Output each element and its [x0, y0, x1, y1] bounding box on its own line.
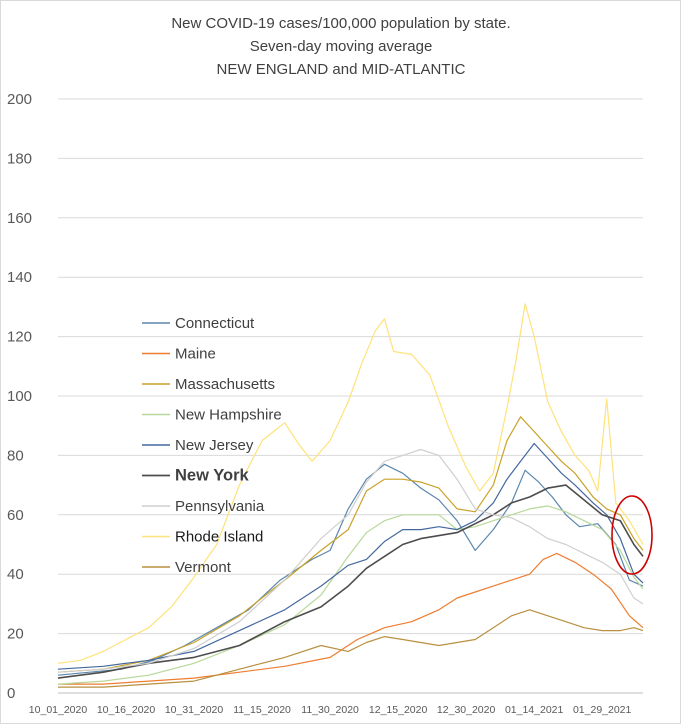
- series-line-new-hampshire: [57, 505, 644, 685]
- series-line-new-york: [57, 484, 644, 679]
- highlight-circle-annotation: [611, 495, 653, 575]
- x-tick-label: 10_16_2020: [97, 704, 156, 716]
- x-tick-label: 11_30_2020: [301, 704, 359, 716]
- series-line-rhode-island: [57, 303, 644, 664]
- x-tick-label: 10_01_2020: [29, 704, 88, 716]
- series-line-maine: [58, 552, 644, 685]
- y-tick-label: 40: [7, 566, 24, 583]
- legend-label: New York: [175, 467, 249, 485]
- legend-label: New Hampshire: [175, 407, 282, 424]
- legend-label: Connecticut: [175, 315, 255, 332]
- y-tick-label: 120: [7, 329, 32, 346]
- y-tick-label: 0: [7, 685, 15, 702]
- x-tick-label: 01_14_2021: [505, 704, 564, 716]
- series-line-new-jersey: [57, 442, 644, 670]
- x-tick-label: 12_30_2020: [437, 704, 496, 716]
- x-tick-label: 11_15_2020: [233, 704, 291, 716]
- x-tick-label: 01_29_2021: [573, 704, 632, 716]
- y-tick-label: 60: [7, 507, 24, 524]
- legend-label: Vermont: [175, 559, 232, 576]
- y-tick-label: 20: [7, 626, 24, 643]
- y-tick-label: 100: [7, 388, 32, 405]
- series-lines: [57, 303, 644, 688]
- x-tick-label: 12_15_2020: [369, 704, 428, 716]
- chart-title: New COVID-19 cases/100,000 population by…: [171, 15, 510, 78]
- legend: Connecticut Maine Massachusetts New Hampshi…: [142, 315, 282, 576]
- legend-label: New Jersey: [175, 437, 254, 454]
- series-line-vermont: [58, 609, 644, 688]
- legend-label: Pennsylvania: [175, 498, 265, 515]
- y-tick-label: 180: [7, 150, 32, 167]
- y-tick-label: 200: [7, 91, 32, 108]
- y-tick-label: 140: [7, 269, 32, 286]
- y-axis-tick-labels: 0 20 40 60 80 100 120 140 160 180 200: [7, 91, 32, 702]
- title-line-3: NEW ENGLAND and MID-ATLANTIC: [217, 61, 466, 78]
- title-line-1: New COVID-19 cases/100,000 population by…: [171, 15, 510, 32]
- series-line-massachusetts: [57, 416, 644, 673]
- series-line-connecticut: [57, 463, 644, 676]
- x-axis-tick-labels: 10_01_2020 10_16_2020 10_31_2020 11_15_2020…: [29, 704, 632, 716]
- legend-label: Rhode Island: [175, 529, 263, 546]
- y-tick-label: 80: [7, 447, 24, 464]
- series-line-pennsylvania: [57, 448, 644, 673]
- legend-label: Massachusetts: [175, 376, 275, 393]
- y-tick-label: 160: [7, 210, 32, 227]
- title-line-2: Seven-day moving average: [250, 38, 433, 55]
- legend-label: Maine: [175, 346, 216, 363]
- x-tick-label: 10_31_2020: [165, 704, 224, 716]
